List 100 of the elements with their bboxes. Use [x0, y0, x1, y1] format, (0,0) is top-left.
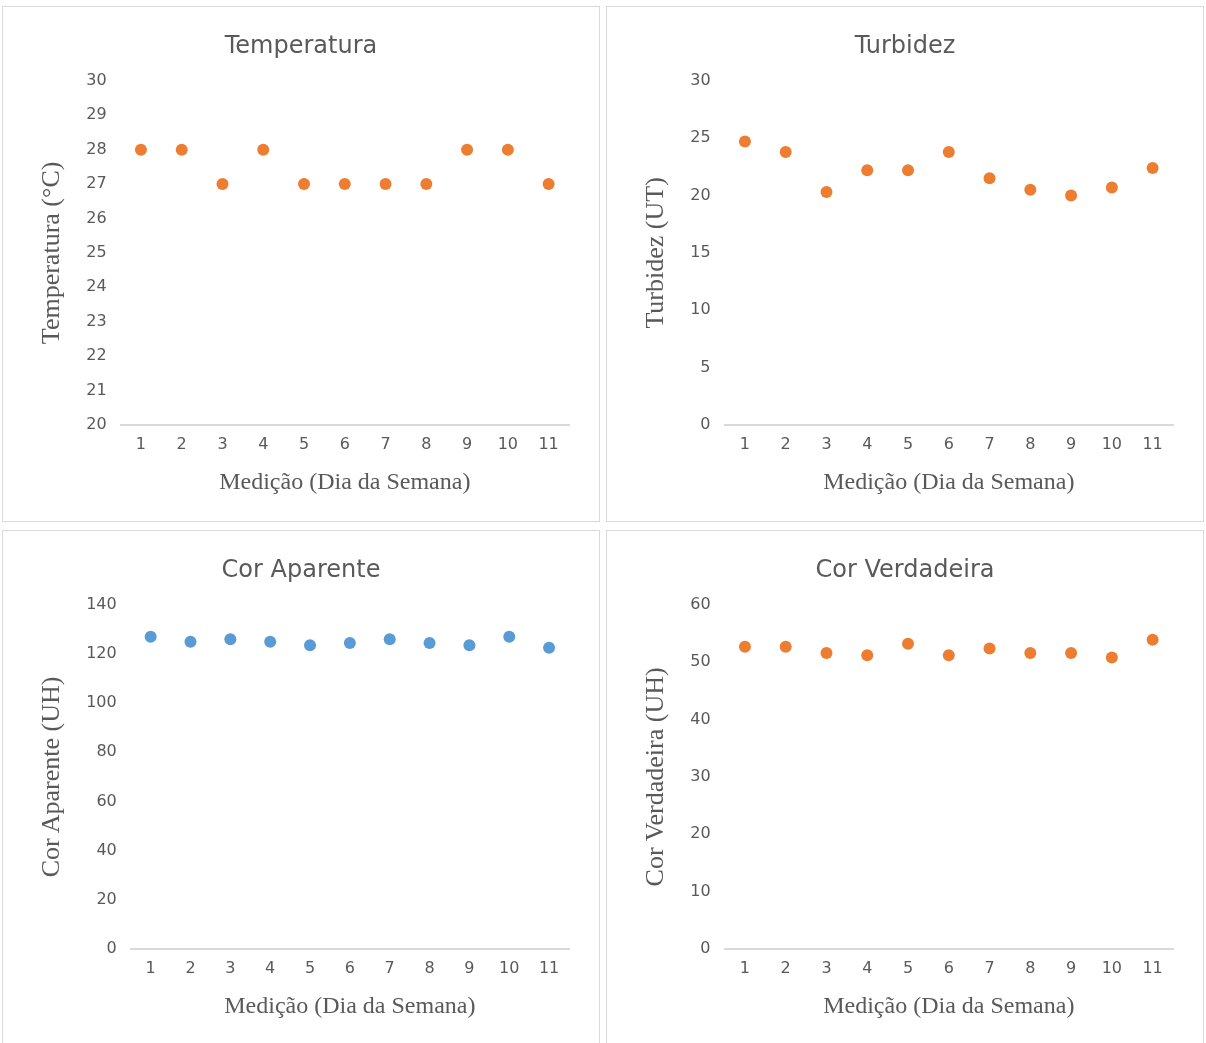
y-tick-label: 0	[700, 938, 711, 958]
y-tick-label: 60	[690, 593, 711, 613]
x-axis-title: Medição (Dia da Semana)	[219, 467, 471, 494]
x-tick-label: 10	[499, 957, 520, 977]
chart-title: Cor Aparente	[221, 554, 381, 583]
x-tick-label: 1	[145, 957, 156, 977]
x-tick-label: 4	[265, 957, 276, 977]
x-tick-label: 8	[1025, 957, 1036, 977]
y-tick-label: 100	[86, 692, 117, 712]
x-tick-label: 8	[421, 433, 432, 453]
x-tick-label: 10	[1101, 957, 1123, 977]
x-tick-label: 2	[176, 433, 187, 453]
y-tick-label: 23	[86, 310, 107, 330]
y-tick-label: 20	[86, 414, 107, 434]
x-tick-label: 11	[538, 433, 559, 453]
y-tick-label: 10	[690, 299, 711, 319]
y-tick-label: 25	[86, 242, 107, 262]
x-tick-label: 7	[380, 433, 391, 453]
point	[463, 639, 476, 652]
x-tick-label: 3	[821, 433, 832, 453]
point	[304, 639, 317, 652]
x-tick-label: 5	[902, 957, 914, 977]
y-tick-label: 20	[96, 888, 117, 908]
x-tick-label: 10	[497, 433, 519, 453]
point	[383, 633, 396, 646]
point	[1024, 183, 1037, 196]
x-tick-label: 2	[780, 433, 791, 453]
x-tick-label: 6	[943, 433, 954, 453]
y-tick-label: 30	[86, 69, 107, 89]
x-tick-label: 4	[258, 433, 269, 453]
point	[983, 172, 996, 185]
chart-title: Temperatura	[223, 30, 378, 59]
point	[861, 164, 874, 177]
x-tick-label: 7	[384, 957, 395, 977]
point	[942, 145, 955, 158]
y-tick-label: 0	[106, 938, 117, 958]
x-tick-label: 7	[984, 957, 995, 977]
y-tick-label: 24	[86, 276, 107, 296]
y-tick-label: 140	[86, 593, 117, 613]
y-tick-label: 60	[96, 790, 117, 810]
point	[543, 641, 556, 654]
x-tick-label: 11	[538, 957, 560, 977]
x-tick-label: 4	[862, 433, 873, 453]
y-tick-label: 28	[86, 138, 107, 158]
y-tick-label: 40	[690, 708, 711, 728]
point	[224, 633, 237, 646]
y-tick-label: 30	[690, 766, 711, 786]
y-tick-label: 30	[690, 69, 711, 89]
y-tick-label: 15	[690, 242, 711, 262]
x-tick-label: 5	[304, 957, 316, 977]
point	[779, 145, 792, 158]
point	[264, 635, 277, 648]
point	[902, 164, 915, 177]
y-tick-label: 21	[86, 379, 107, 399]
point	[1065, 189, 1078, 202]
y-tick-label: 29	[86, 104, 107, 124]
point	[503, 630, 516, 643]
x-tick-label: 1	[739, 433, 751, 453]
x-tick-label: 2	[780, 957, 791, 977]
y-tick-label: 40	[96, 839, 117, 859]
x-tick-label: 10	[1101, 433, 1123, 453]
x-tick-label: 7	[984, 433, 995, 453]
x-tick-label: 1	[135, 433, 147, 453]
point	[1105, 181, 1118, 194]
y-tick-label: 120	[86, 643, 117, 663]
x-tick-label: 6	[943, 957, 954, 977]
y-tick-label: 10	[690, 880, 711, 900]
y-tick-label: 5	[700, 356, 711, 376]
x-tick-label: 11	[1142, 957, 1163, 977]
x-axis-title: Medição (Dia da Semana)	[224, 991, 476, 1018]
x-axis-title: Medição (Dia da Semana)	[823, 467, 1075, 494]
x-tick-label: 3	[217, 433, 228, 453]
y-tick-label: 0	[700, 414, 711, 434]
point	[738, 135, 751, 148]
chart-title: Cor Verdadeira	[815, 554, 995, 583]
x-tick-label: 4	[862, 957, 873, 977]
x-tick-label: 9	[461, 433, 473, 453]
y-tick-label: 27	[86, 173, 107, 193]
x-tick-label: 5	[298, 433, 310, 453]
y-axis-title: Temperatura (°C)	[36, 161, 66, 345]
x-tick-label: 8	[424, 957, 435, 977]
point	[820, 186, 833, 199]
point	[1146, 162, 1159, 174]
y-tick-label: 50	[690, 651, 711, 671]
point	[423, 636, 436, 649]
x-tick-label: 9	[1065, 433, 1077, 453]
x-tick-label: 9	[1065, 957, 1077, 977]
x-tick-label: 9	[464, 957, 475, 977]
x-axis-title: Medição (Dia da Semana)	[823, 991, 1075, 1018]
x-tick-label: 11	[1142, 433, 1163, 453]
x-tick-label: 3	[225, 957, 236, 977]
y-tick-label: 25	[690, 127, 711, 147]
y-tick-label: 80	[96, 741, 117, 761]
x-tick-label: 6	[339, 433, 350, 453]
x-tick-label: 3	[821, 957, 832, 977]
x-tick-label: 2	[185, 957, 196, 977]
y-tick-label: 20	[690, 823, 711, 843]
point	[144, 630, 157, 643]
y-axis-title: Turbidez (UT)	[640, 177, 670, 329]
x-tick-label: 5	[902, 433, 914, 453]
